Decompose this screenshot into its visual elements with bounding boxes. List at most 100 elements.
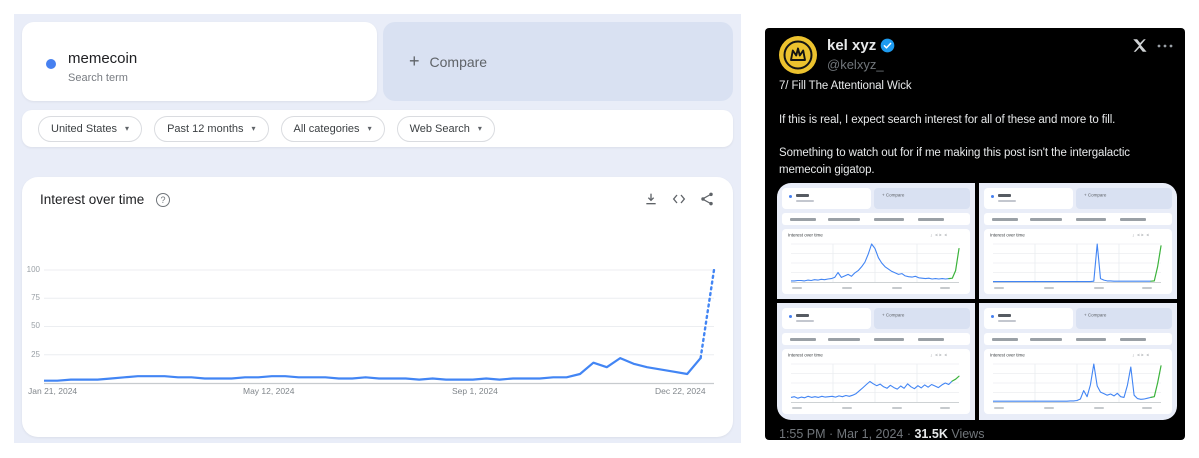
display-name[interactable]: kel xyz bbox=[827, 37, 877, 54]
mini-x-axis-smudge bbox=[994, 407, 1004, 409]
search-type-filter[interactable]: Web Search ▾ bbox=[396, 115, 495, 142]
mini-filter-chip-smudge bbox=[790, 218, 816, 221]
mini-interest-over-time-card: Interest over time ↓ <> < bbox=[984, 349, 1172, 414]
compare-button[interactable]: + Compare bbox=[383, 22, 733, 101]
mini-filter-chip-smudge bbox=[1030, 218, 1062, 221]
tweet-text-line: 7/ Fill The Attentional Wick bbox=[779, 80, 912, 92]
chevron-down-icon: ▾ bbox=[367, 123, 372, 133]
views-label: Views bbox=[951, 427, 985, 441]
mini-filter-chip-smudge bbox=[1030, 338, 1062, 341]
mini-interest-over-time-card: Interest over time ↓ <> < bbox=[782, 349, 970, 414]
region-filter[interactable]: United States ▾ bbox=[38, 115, 143, 142]
mini-chart-action-icons: ↓ <> < bbox=[930, 353, 949, 358]
mini-compare-label: + Compare bbox=[882, 193, 905, 198]
chart-title: Interest over time bbox=[40, 192, 145, 207]
mini-filter-chip-smudge bbox=[1120, 338, 1146, 341]
filter-bar: United States ▾ Past 12 months ▾ All categ… bbox=[22, 110, 733, 147]
mini-chart-title: Interest over time bbox=[788, 233, 823, 238]
mini-chart-bottom-right: + Compare Interest over time ↓ <> < bbox=[979, 303, 1177, 420]
tweet-image-trends-grid[interactable]: + Compare Interest over time ↓ <> < + Compa… bbox=[777, 183, 1177, 420]
avatar[interactable] bbox=[779, 36, 817, 74]
tweet-card: kel xyz @kelxyz_ 7/ Fill The Attentional… bbox=[765, 28, 1185, 441]
download-icon[interactable] bbox=[643, 191, 659, 207]
mini-x-axis-smudge bbox=[892, 287, 902, 289]
mini-chart-bottom-left: + Compare Interest over time ↓ <> < bbox=[777, 303, 975, 420]
mini-compare-label: + Compare bbox=[1084, 313, 1107, 318]
more-icon[interactable] bbox=[1157, 43, 1173, 49]
verified-badge-icon bbox=[880, 38, 895, 53]
mini-x-axis-smudge bbox=[1044, 407, 1054, 409]
interest-over-time-card: Interest over time ? 100 75 50 25 Jan 21… bbox=[22, 177, 733, 437]
mini-term-subtitle-smudge bbox=[796, 200, 814, 202]
plus-icon: + bbox=[409, 51, 420, 71]
mini-x-axis-smudge bbox=[792, 407, 802, 409]
timeframe-filter[interactable]: Past 12 months ▾ bbox=[154, 115, 269, 142]
chevron-down-icon: ▾ bbox=[125, 123, 130, 133]
mini-filter-chip-smudge bbox=[828, 218, 860, 221]
tweet-text-line: Something to watch out for if me making … bbox=[779, 147, 1130, 176]
y-axis-tick: 25 bbox=[31, 350, 40, 359]
mini-filter-chip-smudge bbox=[790, 338, 816, 341]
views-count: 31.5K bbox=[914, 427, 948, 441]
mini-x-axis-smudge bbox=[940, 287, 950, 289]
x-logo-icon[interactable] bbox=[1132, 38, 1147, 53]
interest-over-time-plot bbox=[44, 269, 716, 385]
mini-chart-plot bbox=[993, 243, 1162, 283]
mini-compare-label: + Compare bbox=[1084, 193, 1107, 198]
user-handle[interactable]: @kelxyz_ bbox=[827, 57, 884, 72]
mini-filter-chip-smudge bbox=[1120, 218, 1146, 221]
mini-chart-plot bbox=[993, 363, 1162, 403]
mini-chart-title: Interest over time bbox=[990, 353, 1025, 358]
tweet-timestamp[interactable]: 1:55 PM · Mar 1, 2024 bbox=[779, 427, 904, 441]
tweet-footer: 1:55 PM · Mar 1, 2024 · 31.5K Views bbox=[779, 427, 985, 441]
mini-filter-chip-smudge bbox=[874, 218, 904, 221]
mini-chart-top-left: + Compare Interest over time ↓ <> < bbox=[777, 183, 975, 299]
search-term-card[interactable]: memecoin Search term bbox=[22, 22, 377, 101]
x-axis-tick: Jan 21, 2024 bbox=[28, 386, 78, 396]
mini-chart-action-icons: ↓ <> < bbox=[1132, 353, 1151, 358]
share-icon[interactable] bbox=[699, 191, 715, 207]
mini-chart-top-right: + Compare Interest over time ↓ <> < bbox=[979, 183, 1177, 299]
mini-x-axis-smudge bbox=[940, 407, 950, 409]
mini-term-text-smudge bbox=[998, 314, 1011, 317]
embed-code-icon[interactable] bbox=[671, 191, 687, 207]
mini-chart-plot bbox=[791, 243, 960, 283]
mini-compare-label: + Compare bbox=[882, 313, 905, 318]
series-color-dot bbox=[46, 59, 56, 69]
search-term-subtitle: Search term bbox=[68, 72, 128, 84]
mini-x-axis-smudge bbox=[892, 407, 902, 409]
mini-x-axis-smudge bbox=[1094, 287, 1104, 289]
mini-compare-button: + Compare bbox=[1076, 188, 1172, 209]
mini-x-axis-smudge bbox=[1142, 287, 1152, 289]
mini-x-axis-smudge bbox=[1044, 287, 1054, 289]
mini-search-term-card bbox=[782, 308, 871, 329]
mini-x-axis-smudge bbox=[1142, 407, 1152, 409]
mini-x-axis-smudge bbox=[842, 287, 852, 289]
mini-chart-title: Interest over time bbox=[990, 233, 1025, 238]
mini-term-subtitle-smudge bbox=[998, 320, 1016, 322]
mini-filter-chip-smudge bbox=[918, 218, 944, 221]
mini-series-color-dot bbox=[789, 195, 792, 198]
google-trends-panel: memecoin Search term + Compare United St… bbox=[14, 14, 741, 443]
help-icon[interactable]: ? bbox=[156, 193, 170, 207]
y-axis-tick: 100 bbox=[26, 265, 40, 274]
compare-label: Compare bbox=[429, 53, 488, 70]
mini-series-color-dot bbox=[991, 195, 994, 198]
mini-interest-over-time-card: Interest over time ↓ <> < bbox=[782, 229, 970, 294]
mini-search-term-card bbox=[984, 188, 1073, 209]
x-axis-tick: Dec 22, 2024 bbox=[655, 386, 706, 396]
mini-x-axis-smudge bbox=[1094, 407, 1104, 409]
category-filter[interactable]: All categories ▾ bbox=[280, 115, 385, 142]
mini-chart-action-icons: ↓ <> < bbox=[1132, 233, 1151, 238]
mini-term-text-smudge bbox=[796, 194, 809, 197]
mini-term-subtitle-smudge bbox=[796, 320, 814, 322]
mini-filter-chip-smudge bbox=[828, 338, 860, 341]
mini-series-color-dot bbox=[991, 315, 994, 318]
mini-filter-chip-smudge bbox=[992, 338, 1018, 341]
mini-compare-button: + Compare bbox=[874, 188, 970, 209]
mini-filter-chip-smudge bbox=[1076, 338, 1106, 341]
mini-filter-bar bbox=[984, 333, 1172, 345]
mini-term-text-smudge bbox=[998, 194, 1011, 197]
search-type-filter-label: Web Search bbox=[409, 122, 470, 135]
